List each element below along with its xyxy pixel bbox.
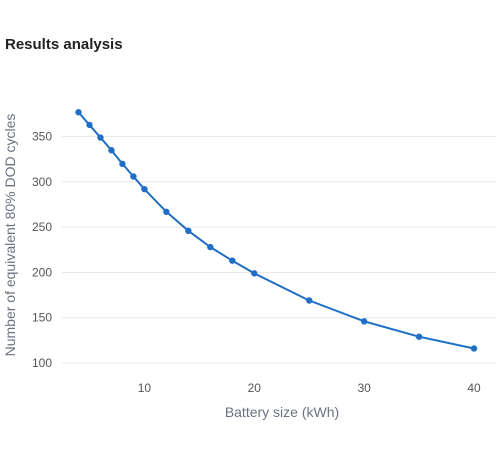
data-point[interactable]: [130, 173, 137, 180]
data-point[interactable]: [415, 333, 423, 340]
y-tick-label: 250: [32, 220, 52, 234]
y-tick-label: 350: [32, 130, 52, 144]
y-tick-label: 100: [32, 356, 52, 370]
x-tick-label: 10: [138, 381, 152, 395]
x-axis-ticks: 10 20 30 40: [138, 381, 481, 395]
data-point[interactable]: [163, 208, 170, 215]
data-point[interactable]: [207, 243, 214, 251]
data-point[interactable]: [119, 160, 126, 168]
y-axis-ticks: 100 150 200 250 300 350: [32, 130, 52, 370]
data-point[interactable]: [229, 257, 236, 264]
x-tick-label: 30: [357, 381, 371, 395]
data-point[interactable]: [306, 297, 313, 304]
y-tick-label: 200: [32, 265, 52, 279]
data-point[interactable]: [97, 134, 104, 141]
data-point[interactable]: [251, 270, 258, 277]
grid-lines: [62, 136, 496, 364]
y-tick-label: 300: [32, 175, 52, 189]
page-title: Results analysis: [5, 36, 123, 53]
data-point[interactable]: [360, 318, 368, 325]
y-tick-label: 150: [32, 311, 52, 325]
series-layer: [75, 109, 478, 352]
data-point[interactable]: [86, 121, 93, 129]
data-point[interactable]: [108, 147, 115, 154]
data-point[interactable]: [470, 345, 478, 352]
series-line: [77, 111, 476, 350]
data-point[interactable]: [75, 109, 82, 116]
y-axis-title: Number of equivalent 80% DOD cycles: [2, 114, 18, 357]
data-point[interactable]: [185, 227, 192, 235]
x-tick-label: 20: [248, 381, 262, 395]
x-tick-label: 40: [467, 381, 481, 395]
data-point[interactable]: [141, 185, 148, 193]
x-axis-title: Battery size (kWh): [225, 404, 339, 420]
